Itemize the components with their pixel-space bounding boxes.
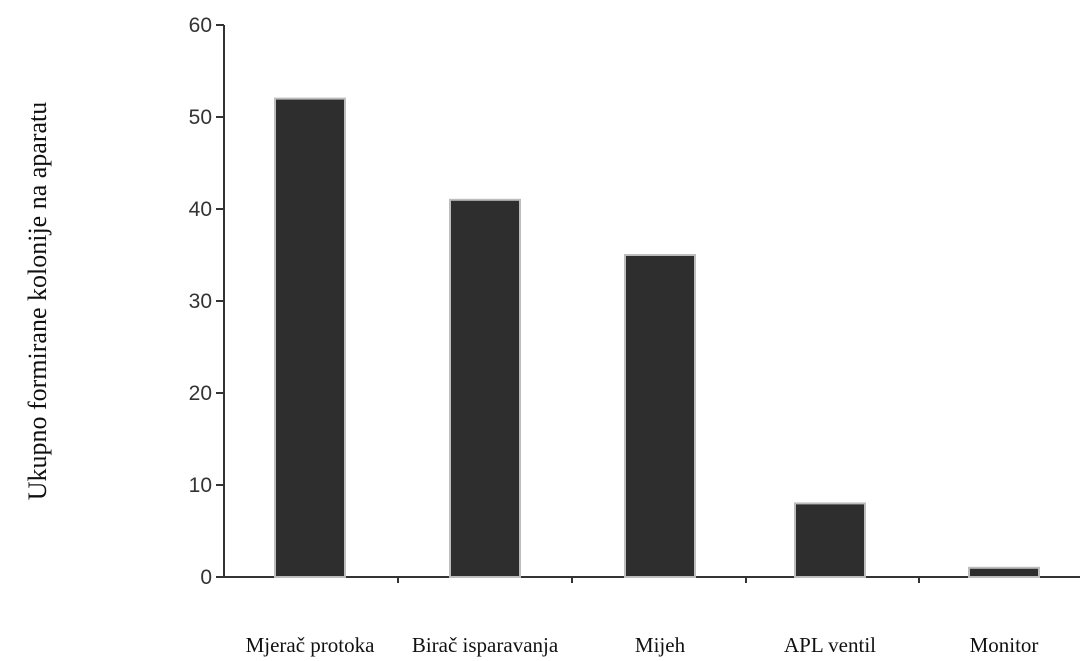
bar [449,198,521,579]
y-tick-label: 60 [189,14,212,37]
category-labels: Mjerač protoka Birač isparavanja Mijeh APL … [246,633,1039,657]
bar [274,97,346,578]
x-category-label: Monitor [970,633,1039,657]
bar [794,502,866,578]
y-tick-label: 0 [200,566,212,589]
y-tick-label: 50 [189,106,212,129]
y-tick-label: 10 [189,474,212,497]
x-category-label: Birač isparavanja [412,633,559,657]
y-tick-label: 30 [189,290,212,313]
bars [274,97,1040,579]
y-tick-label: 40 [189,198,212,221]
bar [968,566,1040,578]
x-category-label: Mijeh [635,633,686,657]
y-tick-label: 20 [189,382,212,405]
x-category-label: Mjerač protoka [246,633,376,657]
y-axis-title: Ukupno formirane kolonije na aparatu [23,102,52,501]
x-category-label: APL ventil [784,633,876,657]
bar [624,254,696,578]
y-axis: 0 10 20 30 40 50 60 [189,14,225,589]
